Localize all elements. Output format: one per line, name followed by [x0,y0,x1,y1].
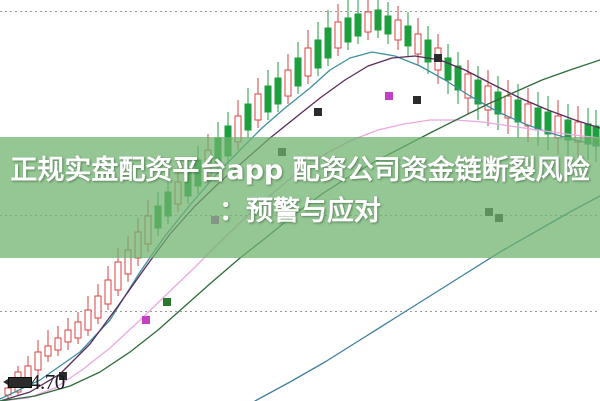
chart-annotation-marker [314,108,322,116]
candle-body [414,33,422,55]
chart-annotation-marker [163,298,171,306]
candle-body [264,85,272,113]
candle-body [354,13,362,37]
candle-body [592,125,600,147]
candle-body [454,65,462,91]
candle-body [94,295,102,319]
candle-body [254,93,262,121]
candle-body [404,25,412,47]
candle-body [334,21,342,49]
candle-body [74,321,82,339]
chart-annotation-marker [413,96,421,104]
candle-body [524,103,532,127]
candle-body [504,95,512,119]
candle-body [544,111,552,135]
candle-body [54,337,62,351]
candle-body [34,351,42,371]
candle-body [124,249,132,275]
candle-body [534,107,542,131]
candle-body [344,17,352,43]
chart-annotation-marker [434,54,442,62]
candle-body [64,329,72,343]
candle-body [484,85,492,111]
candle-body [274,77,282,105]
candle-body [84,309,92,331]
candle-body [234,115,242,143]
candle-body [314,39,322,69]
candle-body [244,103,252,131]
ma-line-ma10 [0,55,600,401]
headline-line-1: 正规实盘配资平台app 配资公司资金链断裂风险 [10,155,590,186]
candle-body [364,11,372,33]
candle-body [444,57,452,81]
candle-body [304,47,312,77]
candle-body [514,99,522,123]
page-title: 正规实盘配资平台app 配资公司资金链断裂风险 ：预警与应对 [0,150,600,232]
candle-body [114,261,122,291]
chart-annotation-marker [385,92,393,100]
candle-body [374,9,382,31]
chart-annotation-marker [142,316,150,324]
candle-body [574,121,582,143]
chart-annotation-marker [59,372,67,380]
candle-body [294,57,302,87]
headline-line-2: ：预警与应对 [219,196,381,227]
candle-body [464,73,472,99]
candle-body [104,279,112,305]
candle-body [494,91,502,115]
candle-body [584,123,592,145]
candle-body [324,27,332,59]
candle-body [474,79,482,105]
candle-body [394,19,402,41]
ma-line-ma5 [0,51,600,400]
candle-body [424,39,432,63]
candle-body [134,231,142,259]
price-marker-chip [3,377,32,388]
candle-body [284,69,292,97]
candle-body [384,15,392,35]
candle-body [44,345,52,357]
price-axis-label: 4.70 [30,370,65,394]
